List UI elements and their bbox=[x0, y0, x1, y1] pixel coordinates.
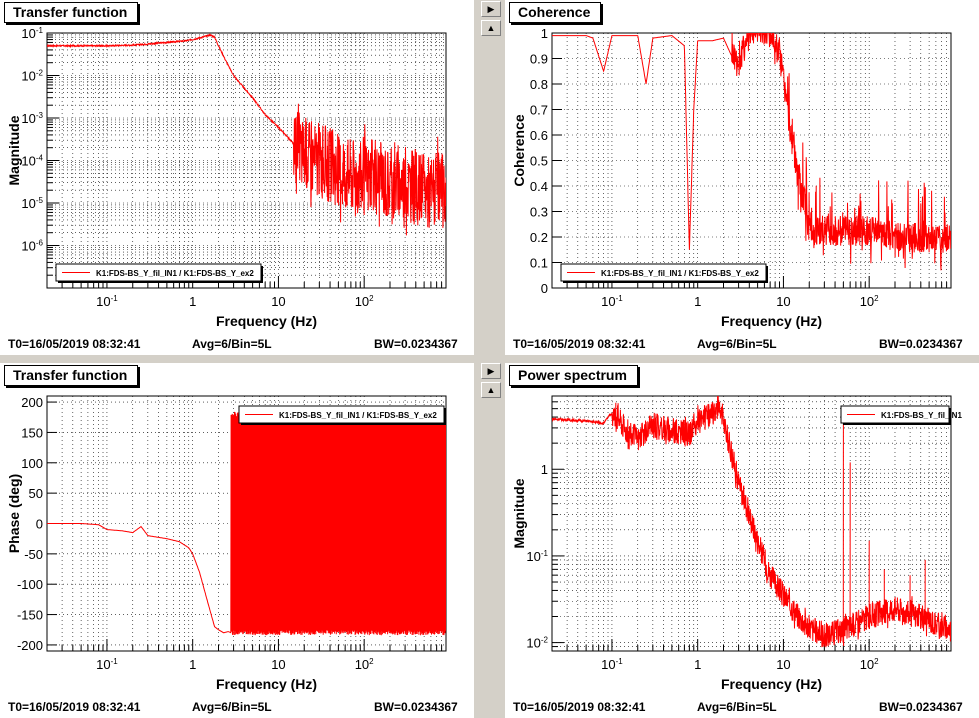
x-axis-label: Frequency (Hz) bbox=[216, 676, 317, 692]
x-tick-label: 10 bbox=[776, 294, 790, 309]
legend: K1:FDS-BS_Y_fil_IN1 / K1:FDS-BS_Y_ex2 bbox=[560, 263, 768, 283]
transfer-function-magnitude-panel: 10-1 1 10 102 10-6 10-5 10-4 10-3 10-2 10-1 Freque… bbox=[0, 0, 474, 355]
series-line bbox=[552, 396, 951, 648]
y-axis-label: Magnitude bbox=[511, 478, 527, 548]
y-tick-label: -150 bbox=[17, 608, 43, 623]
footer-t0: T0=16/05/2019 08:32:41 bbox=[513, 700, 646, 714]
y-tick-label: 1 bbox=[541, 462, 548, 477]
legend: K1:FDS-BS_Y_fil_IN1 / K1:FDS-BS_Y_ex2 bbox=[55, 263, 263, 283]
y-tick-label: 200 bbox=[21, 395, 43, 410]
legend-box bbox=[840, 405, 950, 424]
y-tick-label: -200 bbox=[17, 638, 43, 653]
y-tick-label: 150 bbox=[21, 425, 43, 440]
y-tick-label: 100 bbox=[21, 456, 43, 471]
x-tick-label: 10-1 bbox=[96, 657, 118, 672]
y-tick-label: 0.4 bbox=[530, 179, 548, 194]
y-tick-label: 0.9 bbox=[530, 52, 548, 67]
panel-title: Transfer function bbox=[4, 365, 139, 386]
y-tick-label: 0.7 bbox=[530, 103, 548, 118]
x-tick-label: 1 bbox=[694, 657, 701, 672]
y-tick-label: 0.2 bbox=[530, 230, 548, 245]
y-tick-label: 10-4 bbox=[21, 154, 43, 169]
y-axis-label: Coherence bbox=[511, 114, 527, 187]
footer-bw: BW=0.0234367 bbox=[879, 337, 963, 351]
y-tick-label: 0.1 bbox=[530, 256, 548, 271]
power-spectrum-panel: 10-1 1 10 102 10-2 10-1 1 Frequency (Hz) Magnitu… bbox=[505, 363, 979, 718]
y-tick-label: 10-2 bbox=[526, 636, 548, 651]
transfer-function-phase-panel: 10-1 1 10 102 -200 -150 -100 -50 0 50 100 150 200 Fre… bbox=[0, 363, 474, 718]
scroll-right-button[interactable]: ▶ bbox=[481, 363, 501, 379]
legend-label: K1:FDS-BS_Y_fil_IN1 / K1:FDS-BS_Y_ex2 bbox=[96, 269, 254, 278]
x-tick-label: 10-1 bbox=[96, 294, 118, 309]
y-tick-label: 0.5 bbox=[530, 154, 548, 169]
transfer-function-magnitude-chart: 10-1 1 10 102 10-6 10-5 10-4 10-3 10-2 10-1 Freque… bbox=[6, 26, 447, 329]
legend-label: K1:FDS-BS_Y_fil_IN1 / K1:FDS-BS_Y_ex2 bbox=[279, 411, 437, 420]
y-tick-label: 0 bbox=[541, 281, 548, 296]
x-tick-label: 1 bbox=[694, 294, 701, 309]
y-axis-label: Magnitude bbox=[6, 115, 22, 185]
footer-bw: BW=0.0234367 bbox=[879, 700, 963, 714]
coherence-chart: 10-1 1 10 102 0 0.1 0.2 0.3 0.4 0.5 0.6 0.7 0.8 0.9 1 F… bbox=[511, 26, 952, 329]
footer-t0: T0=16/05/2019 08:32:41 bbox=[8, 700, 141, 714]
y-tick-label: 0 bbox=[36, 517, 43, 532]
footer-bw: BW=0.0234367 bbox=[374, 700, 458, 714]
footer-avg: Avg=6/Bin=5L bbox=[192, 700, 272, 714]
series-line bbox=[47, 33, 446, 236]
y-axis-label: Phase (deg) bbox=[6, 474, 22, 553]
legend-box bbox=[560, 263, 767, 282]
x-tick-label: 102 bbox=[860, 294, 879, 309]
x-axis-label: Frequency (Hz) bbox=[216, 313, 317, 329]
footer-t0: T0=16/05/2019 08:32:41 bbox=[8, 337, 141, 351]
y-tick-label: 1 bbox=[541, 26, 548, 41]
y-tick-label: 10-3 bbox=[21, 111, 43, 126]
y-tick-label: 10-2 bbox=[21, 69, 43, 84]
grid bbox=[46, 32, 447, 289]
x-tick-label: 1 bbox=[189, 294, 196, 309]
x-tick-label: 10 bbox=[271, 657, 285, 672]
y-tick-label: 10-5 bbox=[21, 196, 43, 211]
y-tick-label: 10-1 bbox=[526, 549, 548, 564]
footer-avg: Avg=6/Bin=5L bbox=[192, 337, 272, 351]
y-tick-label: -50 bbox=[24, 547, 43, 562]
footer-avg: Avg=6/Bin=5L bbox=[697, 700, 777, 714]
y-tick-label: 10-6 bbox=[21, 239, 43, 254]
legend-box bbox=[238, 405, 445, 424]
panel-title: Power spectrum bbox=[509, 365, 638, 386]
x-tick-label: 10 bbox=[271, 294, 285, 309]
transfer-function-phase-chart: 10-1 1 10 102 -200 -150 -100 -50 0 50 100 150 200 Fre… bbox=[6, 395, 447, 692]
footer-t0: T0=16/05/2019 08:32:41 bbox=[513, 337, 646, 351]
y-tick-label: 0.3 bbox=[530, 205, 548, 220]
y-tick-label: 50 bbox=[29, 486, 43, 501]
legend: K1:FDS-BS_Y_fil_IN1 bbox=[840, 405, 962, 425]
footer-avg: Avg=6/Bin=5L bbox=[697, 337, 777, 351]
footer-bw: BW=0.0234367 bbox=[374, 337, 458, 351]
x-tick-label: 10 bbox=[776, 657, 790, 672]
coherence-panel: 10-1 1 10 102 0 0.1 0.2 0.3 0.4 0.5 0.6 0.7 0.8 0.9 1 F… bbox=[505, 0, 979, 355]
y-tick-label: 0.6 bbox=[530, 128, 548, 143]
x-tick-label: 1 bbox=[189, 657, 196, 672]
power-spectrum-chart: 10-1 1 10 102 10-2 10-1 1 Frequency (Hz) Magnitu… bbox=[511, 395, 962, 692]
legend-box bbox=[55, 263, 262, 282]
x-tick-label: 102 bbox=[860, 657, 879, 672]
legend-label: K1:FDS-BS_Y_fil_IN1 / K1:FDS-BS_Y_ex2 bbox=[601, 269, 759, 278]
scroll-right-button[interactable]: ▶ bbox=[481, 1, 501, 17]
y-tick-label: 0.8 bbox=[530, 77, 548, 92]
panel-title: Coherence bbox=[509, 2, 602, 23]
legend: K1:FDS-BS_Y_fil_IN1 / K1:FDS-BS_Y_ex2 bbox=[238, 405, 446, 425]
x-axis-label: Frequency (Hz) bbox=[721, 313, 822, 329]
panel-title: Transfer function bbox=[4, 2, 139, 23]
x-axis-label: Frequency (Hz) bbox=[721, 676, 822, 692]
series-line bbox=[552, 33, 951, 271]
x-tick-label: 10-1 bbox=[601, 657, 623, 672]
legend-label: K1:FDS-BS_Y_fil_IN1 bbox=[881, 411, 962, 420]
y-tick-label: 10-1 bbox=[21, 26, 43, 41]
x-tick-label: 102 bbox=[355, 294, 374, 309]
x-tick-label: 102 bbox=[355, 657, 374, 672]
x-tick-label: 10-1 bbox=[601, 294, 623, 309]
scroll-up-button[interactable]: ▲ bbox=[481, 20, 501, 36]
scroll-up-button[interactable]: ▲ bbox=[481, 382, 501, 398]
y-tick-label: -100 bbox=[17, 577, 43, 592]
